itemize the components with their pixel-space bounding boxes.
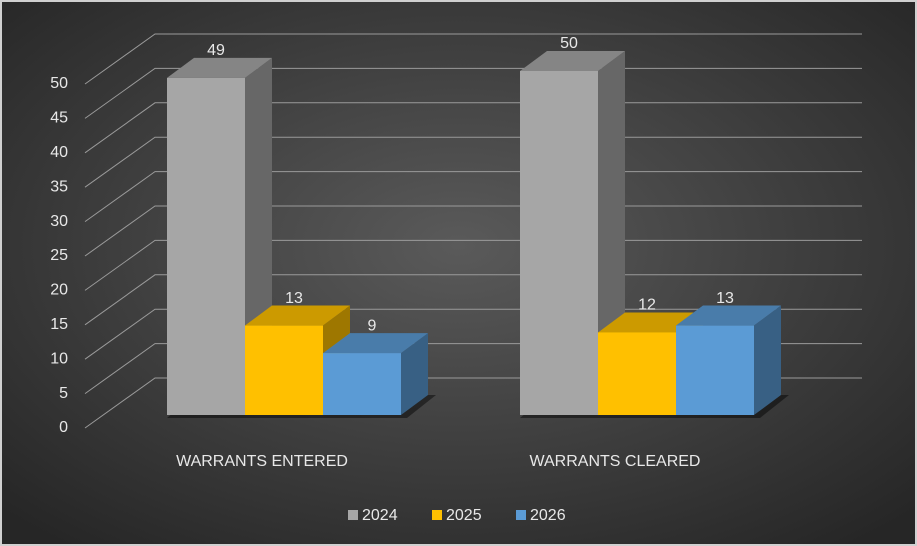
bar-top xyxy=(167,57,272,78)
bar-3d xyxy=(520,51,625,415)
data-label: 13 xyxy=(285,290,303,307)
data-label: 9 xyxy=(368,317,377,334)
legend-swatch xyxy=(432,510,442,520)
data-label: 12 xyxy=(638,297,656,314)
legend-swatch xyxy=(348,510,358,520)
grid-line xyxy=(84,239,862,291)
data-label: 49 xyxy=(207,42,225,59)
y-tick-label: 25 xyxy=(50,247,68,264)
y-tick-label: 35 xyxy=(50,178,68,195)
y-tick-label: 20 xyxy=(50,282,68,299)
x-tick-label: WARRANTS CLEARED xyxy=(530,453,701,470)
legend-label: 2025 xyxy=(446,507,482,524)
y-tick-label: 5 xyxy=(59,385,68,402)
bar-top xyxy=(676,305,781,326)
bar-3d xyxy=(323,333,428,415)
bar xyxy=(676,325,754,415)
bar-top xyxy=(520,51,625,71)
grid-line xyxy=(84,308,862,360)
bar-top xyxy=(323,333,428,354)
bar xyxy=(167,77,245,415)
bar-side xyxy=(401,333,428,415)
y-tick-label: 15 xyxy=(50,316,68,333)
grid-line xyxy=(84,274,862,326)
bar xyxy=(520,71,598,415)
x-tick-label: WARRANTS ENTERED xyxy=(176,453,348,470)
legend-label: 2024 xyxy=(362,507,398,524)
grid-line xyxy=(84,67,862,119)
data-label: 50 xyxy=(560,35,578,52)
y-tick-label: 50 xyxy=(50,75,68,92)
bar xyxy=(323,353,401,415)
data-label: 13 xyxy=(716,290,734,307)
bar-3d xyxy=(676,305,781,415)
bar xyxy=(245,325,323,415)
grid-line xyxy=(84,171,862,223)
y-tick-label: 30 xyxy=(50,213,68,230)
y-tick-label: 10 xyxy=(50,350,68,367)
y-tick-label: 40 xyxy=(50,144,68,161)
grid-line xyxy=(84,102,862,154)
y-tick-label: 45 xyxy=(50,110,68,127)
bar xyxy=(598,332,676,415)
y-tick-label: 0 xyxy=(59,419,68,436)
grid-line xyxy=(84,33,862,85)
bar-top xyxy=(245,305,350,326)
bar-side xyxy=(754,305,781,415)
legend-label: 2026 xyxy=(530,507,566,524)
grid-line xyxy=(84,136,862,188)
grid-line xyxy=(84,205,862,257)
legend-swatch xyxy=(516,510,526,520)
